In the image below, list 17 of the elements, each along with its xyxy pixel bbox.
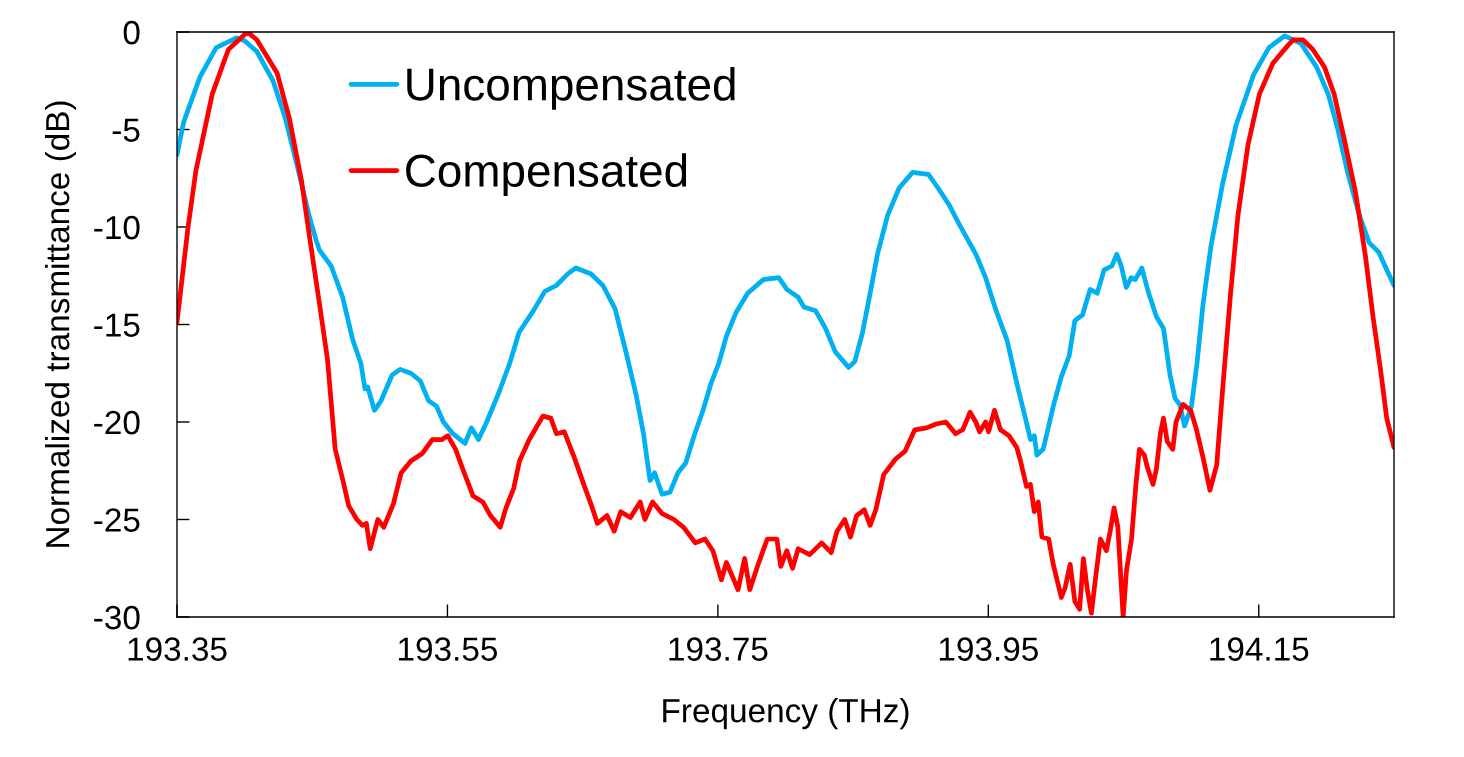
- y-tick-label: -5: [112, 118, 140, 142]
- x-tick-label: 193.55: [399, 637, 498, 661]
- legend-label: Compensated: [406, 153, 687, 197]
- x-tick-label: 194.15: [1210, 637, 1309, 661]
- y-tick-label: -30: [94, 605, 140, 630]
- x-tick-label: 193.95: [939, 637, 1038, 661]
- line-series: [177, 32, 1394, 617]
- legend-label: Uncompensated: [407, 67, 735, 110]
- x-tick-label: 193.35: [128, 637, 227, 661]
- y-tick-label: -25: [94, 508, 140, 532]
- y-tick-label: -20: [94, 410, 140, 435]
- y-tick-label: 0: [123, 20, 140, 45]
- x-axis-title: Frequency (THz): [663, 698, 909, 730]
- y-tick-label: -10: [94, 215, 140, 240]
- x-tick-label: 193.75: [669, 637, 768, 661]
- y-axis-title: Normalized transmittance (dB): [44, 101, 77, 547]
- y-tick-label: -15: [94, 313, 140, 337]
